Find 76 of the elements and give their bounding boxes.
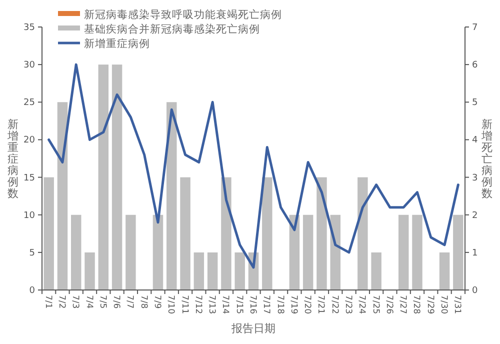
y-tick-label: 30: [24, 60, 36, 71]
y-tick-label: 15: [24, 173, 35, 184]
y-axis-title: 新增重症病例数: [6, 118, 18, 200]
bar: [371, 252, 382, 290]
x-tick-label: 7/6: [111, 295, 122, 309]
x-tick-label: 7/11: [179, 295, 190, 314]
y-tick-label: 25: [24, 98, 35, 108]
x-tick-label: 7/10: [166, 295, 176, 314]
x-tick-label: 7/4: [84, 295, 94, 309]
y2-tick-label: 1: [472, 248, 478, 258]
x-tick-label: 7/15: [234, 295, 244, 314]
y-tick-label: 0: [29, 286, 36, 296]
x-axis-title: 报告日期: [230, 322, 276, 335]
y2-tick-label: 7: [472, 23, 478, 33]
x-tick-label: 7/17: [261, 295, 272, 314]
x-tick-label: 7/2: [56, 295, 66, 309]
x-tick-label: 7/23: [343, 295, 354, 314]
bar: [194, 252, 204, 290]
bar: [98, 64, 109, 290]
x-tick-label: 7/9: [152, 295, 162, 309]
bar: [398, 214, 409, 290]
x-tick-label: 7/29: [424, 295, 435, 314]
x-tick-label: 7/22: [329, 295, 340, 314]
x-tick-label: 7/24: [356, 295, 367, 314]
x-tick-label: 7/27: [398, 295, 408, 314]
legend-label: 新冠病毒感染导致呼吸功能衰竭死亡病例: [84, 8, 282, 21]
y-tick-label: 5: [29, 248, 35, 258]
x-tick-label: 7/21: [316, 295, 326, 314]
y2-tick-label: 0: [472, 286, 478, 296]
y-tick-label: 20: [24, 136, 36, 146]
x-tick-label: 7/28: [411, 295, 422, 314]
x-tick-label: 7/31: [452, 295, 462, 314]
bar: [126, 214, 136, 290]
x-tick-label: 7/18: [274, 295, 285, 314]
bar: [57, 102, 68, 290]
bar: [70, 214, 82, 290]
bar: [302, 214, 314, 290]
x-tick-label: 7/14: [220, 295, 230, 314]
y2-tick-label: 2: [472, 210, 478, 221]
bar: [180, 177, 190, 290]
x-tick-label: 7/8: [138, 295, 148, 309]
bar: [112, 64, 122, 290]
bar: [453, 214, 464, 290]
bar: [84, 252, 95, 290]
bar: [262, 177, 272, 290]
x-tick-label: 7/26: [384, 295, 394, 314]
y-tick-label: 10: [24, 210, 36, 221]
x-tick-label: 7/19: [288, 295, 298, 314]
legend-label: 基础疾病合并新冠病毒感染死亡病例: [84, 22, 260, 36]
x-tick-label: 7/16: [248, 295, 258, 314]
x-tick-label: 7/7: [124, 295, 135, 309]
y2-tick-label: 6: [472, 60, 478, 71]
bar: [44, 177, 54, 290]
y2-axis-title: 新增死亡病例数: [480, 118, 492, 200]
legend-label: 新增重症病例: [84, 37, 150, 50]
x-tick-label: 7/25: [370, 295, 380, 314]
y2-tick-label: 5: [472, 98, 478, 108]
y2-tick-label: 4: [472, 136, 478, 146]
x-tick-label: 7/1: [42, 295, 53, 309]
y-tick-label: 35: [24, 23, 35, 33]
x-tick-label: 7/12: [192, 295, 203, 314]
bar: [166, 102, 177, 290]
y2-tick-label: 3: [472, 173, 478, 184]
x-tick-label: 7/3: [70, 295, 80, 309]
bar: [152, 214, 164, 290]
x-tick-label: 7/30: [438, 295, 449, 314]
x-tick-label: 7/13: [206, 295, 217, 314]
bar: [221, 177, 232, 290]
bar: [207, 252, 218, 290]
bar: [439, 252, 450, 290]
bar: [412, 214, 422, 290]
bar: [358, 177, 368, 290]
bar: [234, 252, 245, 290]
x-tick-label: 7/20: [302, 295, 312, 314]
x-tick-label: 7/5: [97, 295, 108, 309]
bar: [316, 177, 327, 290]
